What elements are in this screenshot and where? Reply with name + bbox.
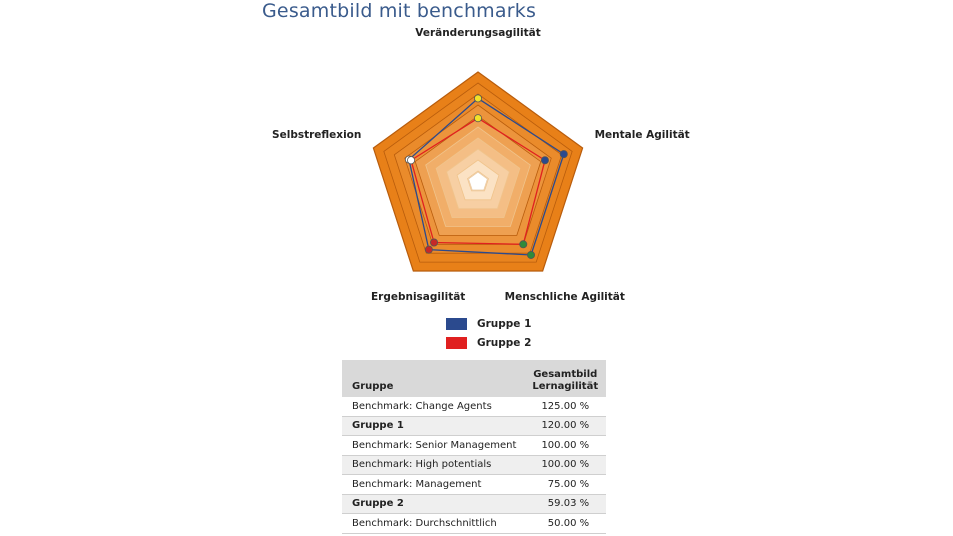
header-gruppe: Gruppe — [342, 360, 525, 397]
row-value: 50.00 % — [524, 513, 607, 534]
table-row: Benchmark: Senior Management 100.00 % — [342, 435, 607, 456]
table-header-row: Gruppe Gesamtbild Lernagilität — [342, 360, 607, 397]
table-row: Benchmark: High potentials 100.00 % — [342, 455, 607, 475]
table-row: Benchmark: Management 75.00 % — [342, 474, 607, 495]
row-name: Gruppe 2 — [342, 494, 525, 514]
table-row: Benchmark: Change Agents 125.00 % — [342, 397, 607, 417]
data-point — [407, 156, 416, 165]
row-value: 100.00 % — [524, 435, 607, 456]
axis-label: Ergebnisagilität — [371, 291, 465, 303]
table-row: Gruppe 2 59.03 % — [342, 494, 607, 514]
legend: Gruppe 1 Gruppe 2 — [446, 314, 531, 352]
data-point — [424, 245, 433, 254]
axis-label: Mentale Agilität — [595, 129, 690, 141]
row-value: 59.03 % — [524, 494, 607, 514]
legend-label-gruppe-2: Gruppe 2 — [477, 336, 532, 349]
data-point — [473, 114, 482, 123]
header-gesamtbild: Gesamtbild Lernagilität — [524, 360, 607, 397]
table-row: Gruppe 1 120.00 % — [342, 416, 607, 436]
data-point — [519, 240, 528, 249]
legend-swatch-gruppe-2 — [446, 336, 467, 349]
legend-item-gruppe-1: Gruppe 1 — [446, 314, 531, 333]
axis-label: Selbstreflexion — [272, 129, 361, 141]
row-name: Benchmark: Senior Management — [342, 435, 525, 456]
row-value: 75.00 % — [524, 474, 607, 495]
row-value: 120.00 % — [524, 416, 607, 436]
benchmark-table: Gruppe Gesamtbild Lernagilität Benchmark… — [342, 360, 607, 534]
row-name: Benchmark: Management — [342, 474, 525, 495]
data-point — [473, 94, 482, 103]
radar-chart: Veränderungsagilität Mentale Agilität Mens… — [272, 27, 690, 303]
chart-title: Gesamtbild mit benchmarks — [262, 0, 537, 22]
radar-center — [468, 171, 488, 191]
legend-label-gruppe-1: Gruppe 1 — [477, 317, 532, 330]
series-line-gruppe-1 — [408, 97, 565, 256]
data-point — [559, 150, 568, 159]
row-name: Benchmark: Change Agents — [342, 397, 525, 417]
data-point — [540, 156, 549, 165]
series-line-gruppe-2 — [410, 117, 546, 245]
data-point — [430, 238, 439, 247]
axis-label: Menschliche Agilität — [505, 291, 625, 303]
row-name: Benchmark: High potentials — [342, 455, 525, 475]
legend-swatch-gruppe-1 — [446, 317, 467, 330]
data-point — [527, 250, 536, 259]
row-name: Gruppe 1 — [342, 416, 525, 436]
row-value: 100.00 % — [524, 455, 607, 475]
legend-item-gruppe-2: Gruppe 2 — [446, 333, 531, 352]
table-row: Benchmark: Durchschnittlich 50.00 % — [342, 513, 607, 534]
row-value: 125.00 % — [524, 397, 607, 417]
axis-label: Veränderungsagilität — [415, 27, 540, 39]
row-name: Benchmark: Durchschnittlich — [342, 513, 525, 534]
